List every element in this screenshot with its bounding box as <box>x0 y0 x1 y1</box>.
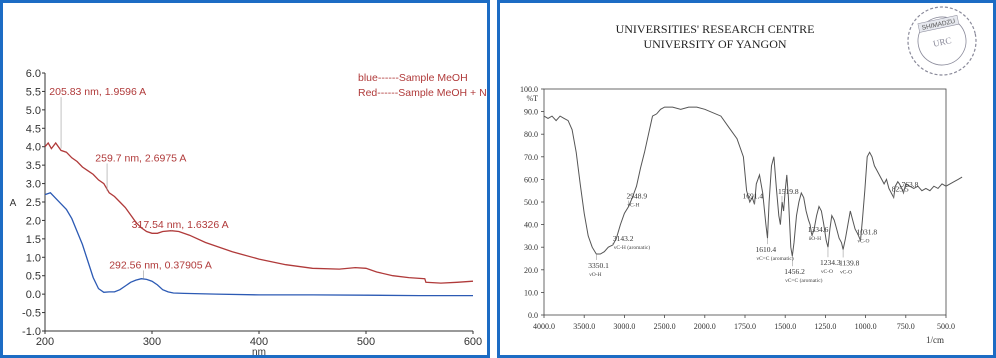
peak-label: 3350.1 <box>588 261 609 270</box>
y-tick-label: 5.0 <box>26 105 41 117</box>
x-axis-label: 1/cm <box>926 335 944 345</box>
y-tick-label: -0.5 <box>22 308 41 320</box>
stamp-badge <box>917 15 960 33</box>
x-tick-label: 200 <box>36 336 54 348</box>
peak-assignment: νC-H (aromatic) <box>614 244 650 251</box>
x-tick-label: 1500.0 <box>774 322 796 331</box>
y-tick-label: 50.0 <box>524 198 538 207</box>
peak-label: 2948.9 <box>627 192 648 201</box>
x-tick-label: 1000.0 <box>855 322 877 331</box>
x-tick-label: 750.0 <box>897 322 915 331</box>
x-tick-label: 2500.0 <box>654 322 676 331</box>
peak-annotation: 259.7 nm, 2.6975 A <box>95 152 186 164</box>
x-axis-label: nm <box>252 347 266 355</box>
x-tick-label: 3500.0 <box>573 322 595 331</box>
x-tick-label: 1250.0 <box>814 322 836 331</box>
peak-label: 1139.8 <box>839 258 860 267</box>
y-tick-label: 4.5 <box>26 123 41 135</box>
y-tick-label: 30.0 <box>524 243 538 252</box>
y-axis-label: %T <box>526 94 538 103</box>
peak-label: 1456.2 <box>784 267 805 276</box>
uv-vis-spectrum-panel: -1.0 -0.5 0.0 0.5 1.0 1.5 2.0 2.5 3.0 3.5 4.0 4.5 5.… <box>0 0 490 358</box>
stamp-inner-ring <box>917 16 967 66</box>
y-tick-label: 70.0 <box>524 153 538 162</box>
peak-assignment: νC-O <box>840 269 852 275</box>
peak-assignment: νC=C (aromatic) <box>785 277 822 284</box>
stamp-center-text: URC <box>932 35 952 49</box>
x-tick-label: 2000.0 <box>694 322 716 331</box>
x-tick-label: 600 <box>464 336 482 348</box>
peak-label: 1031.8 <box>856 227 877 236</box>
peak-label: 1519.8 <box>778 187 799 196</box>
peak-assignment: νC-O <box>857 238 869 244</box>
uv-vis-chart: -1.0 -0.5 0.0 0.5 1.0 1.5 2.0 2.5 3.0 3.5 4.0 4.5 5.… <box>10 68 487 355</box>
stamp-outer-ring <box>907 6 977 76</box>
y-tick-label: 20.0 <box>524 266 538 275</box>
y-tick-label: 100.0 <box>520 85 538 94</box>
x-tick-label: 1750.0 <box>734 322 756 331</box>
y-tick-label: 3.0 <box>26 179 41 191</box>
peak-annotation: 205.83 nm, 1.9596 A <box>49 86 146 98</box>
y-tick-label: 1.0 <box>26 252 41 264</box>
y-tick-label: 80.0 <box>524 130 538 139</box>
peak-label: 3143.2 <box>613 234 634 243</box>
peak-label: 1234.3 <box>820 258 841 267</box>
transmittance-trace <box>543 106 963 257</box>
blue-series-line <box>44 192 473 297</box>
y-axis-label: A <box>10 198 17 209</box>
ftir-chart: UNIVERSITIES' RESEARCH CENTREUNIVERSITY … <box>520 6 977 345</box>
y-tick-label: 2.5 <box>26 197 41 209</box>
peak-label: 1334.6 <box>808 225 829 234</box>
red-series-line <box>44 141 474 284</box>
y-tick-label: 6.0 <box>26 68 41 80</box>
peak-label: 1610.4 <box>756 245 777 254</box>
peak-annotation: 292.56 nm, 0.37905 A <box>109 259 212 271</box>
y-tick-label: 10.0 <box>524 288 538 297</box>
peak-assignment: δO-H <box>809 236 821 242</box>
y-tick-label: 1.5 <box>26 234 41 246</box>
peak-assignment: νC-H <box>628 203 640 209</box>
x-tick-label: 400 <box>250 336 268 348</box>
x-tick-label: 500.0 <box>937 322 955 331</box>
peak-label: 763.8 <box>902 180 919 189</box>
y-tick-label: 90.0 <box>524 108 538 117</box>
chart-title: UNIVERSITIES' RESEARCH CENTRE <box>616 22 815 36</box>
peak-label: 1691.4 <box>742 191 763 200</box>
x-tick-label: 300 <box>143 336 161 348</box>
y-tick-label: 2.0 <box>26 215 41 227</box>
legend-entry: Red------Sample MeOH + NaOH <box>358 87 487 99</box>
chart-subtitle: UNIVERSITY OF YANGON <box>643 37 786 51</box>
y-tick-label: 3.5 <box>26 160 41 172</box>
legend-entry: blue------Sample MeOH <box>358 72 468 84</box>
y-tick-label: 60.0 <box>524 175 538 184</box>
ftir-spectrum-panel: UNIVERSITIES' RESEARCH CENTRE UNIVERSITY … <box>497 0 996 358</box>
peak-label: 825.5 <box>892 184 909 193</box>
peak-assignment: νC-O <box>821 269 833 275</box>
x-tick-label: 4000.0 <box>533 322 555 331</box>
y-tick-label: 5.5 <box>26 86 41 98</box>
peak-annotation: 317.54 nm, 1.6326 A <box>132 219 229 231</box>
y-tick-label: 0.0 <box>26 289 41 301</box>
x-tick-label: 3000.0 <box>613 322 635 331</box>
y-tick-label: 0.5 <box>26 271 41 283</box>
y-tick-label: 40.0 <box>524 221 538 230</box>
peak-assignment: νO-H <box>589 272 601 278</box>
y-tick-label: -1.0 <box>22 326 41 338</box>
plot-frame <box>543 88 947 316</box>
peak-assignment: νC=C (aromatic) <box>757 255 794 262</box>
y-tick-label: 4.0 <box>26 142 41 154</box>
y-tick-label: 0.0 <box>528 311 538 320</box>
x-tick-label: 500 <box>357 336 375 348</box>
